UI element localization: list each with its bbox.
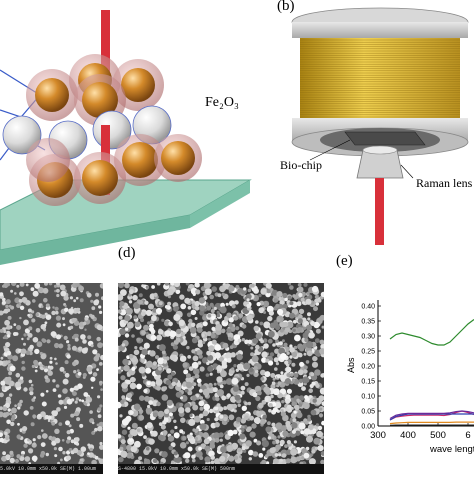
panel-d-sem-image: S-4800 15.0kV 10.0mm x50.0k SE(M) 500nm [118, 283, 324, 474]
y-axis-label: Abs [346, 357, 356, 373]
panel-label-d: (d) [118, 245, 136, 262]
y-tick-label: 0.05 [361, 409, 375, 416]
raman-lens-label: Raman lens [416, 176, 472, 191]
fe2o3-label: Fe₂O₃ [205, 95, 239, 110]
panel-label-b: (b) [277, 0, 295, 15]
panel-b: (b) Bio-c [265, 0, 474, 245]
coil-body [300, 38, 460, 120]
panel-label-e: (e) [336, 253, 353, 270]
sem-d-scalebar: S-4800 15.0kV 10.0mm x50.0k SE(M) 500nm [118, 464, 324, 474]
x-tick-label: 6 [465, 430, 470, 441]
coil-illustration [265, 0, 474, 245]
x-tick-label: 300 [370, 430, 386, 441]
x-tick-label: 400 [400, 430, 416, 441]
x-tick-label: 500 [430, 430, 446, 441]
panel-c-sem-image: 5.0kV 10.0mm x50.0k SE(M) 1.00um [0, 283, 103, 474]
series-line-5 [390, 422, 474, 424]
y-tick-label: 0.20 [361, 364, 375, 371]
sem-texture-c [0, 283, 103, 464]
biochip-label: Bio-chip [280, 158, 322, 173]
y-tick-label: 0.35 [361, 319, 375, 326]
y-tick-label: 0.40 [361, 304, 375, 311]
laser-rod [375, 178, 384, 245]
y-tick-label: 0.30 [361, 334, 375, 341]
sem-texture-d [118, 283, 324, 464]
panel-a: Fe₂O₃ [0, 0, 265, 265]
y-tick-label: 0.25 [361, 349, 375, 356]
bio-chip [345, 132, 425, 145]
series-line-1 [390, 320, 474, 346]
lattice-illustration: Fe₂O₃ [0, 0, 265, 265]
y-tick-label: 0.15 [361, 379, 375, 386]
x-axis-label: wave length [429, 444, 474, 455]
sem-c-scalebar: 5.0kV 10.0mm x50.0k SE(M) 1.00um [0, 464, 103, 474]
y-tick-label: 0.10 [361, 394, 375, 401]
